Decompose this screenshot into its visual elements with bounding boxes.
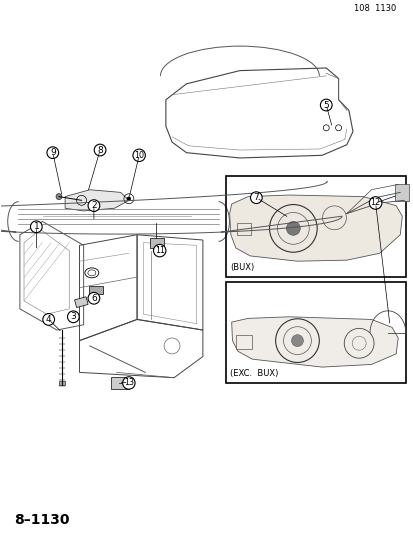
Text: 7: 7 <box>253 193 259 202</box>
Bar <box>225 176 406 277</box>
Text: 5: 5 <box>323 101 328 109</box>
Polygon shape <box>231 317 397 367</box>
Text: (EXC.  BUX): (EXC. BUX) <box>230 369 278 378</box>
Text: (BUX): (BUX) <box>230 263 254 272</box>
Polygon shape <box>229 195 401 261</box>
Circle shape <box>291 335 303 346</box>
Text: 9: 9 <box>50 148 55 157</box>
Bar <box>394 183 408 201</box>
Bar <box>89 286 103 294</box>
Circle shape <box>126 197 131 201</box>
Text: 1: 1 <box>33 222 39 231</box>
Text: 108  1130: 108 1130 <box>353 4 395 13</box>
Text: 8–1130: 8–1130 <box>14 513 69 527</box>
Polygon shape <box>65 190 128 211</box>
Bar <box>110 377 128 389</box>
Text: 4: 4 <box>46 315 51 324</box>
Bar <box>59 381 65 385</box>
Text: 6: 6 <box>91 294 97 303</box>
Bar <box>237 223 250 236</box>
Text: 10: 10 <box>134 151 144 160</box>
Text: 3: 3 <box>70 312 76 321</box>
Bar <box>149 238 163 248</box>
Circle shape <box>286 221 299 236</box>
Text: 11: 11 <box>154 246 164 255</box>
Bar <box>225 282 406 383</box>
Text: 12: 12 <box>370 198 380 207</box>
Text: 13: 13 <box>123 378 133 387</box>
Text: 2: 2 <box>91 201 97 210</box>
Bar <box>74 297 88 308</box>
Text: 8: 8 <box>97 146 103 155</box>
Circle shape <box>56 193 62 199</box>
Bar <box>235 335 252 349</box>
